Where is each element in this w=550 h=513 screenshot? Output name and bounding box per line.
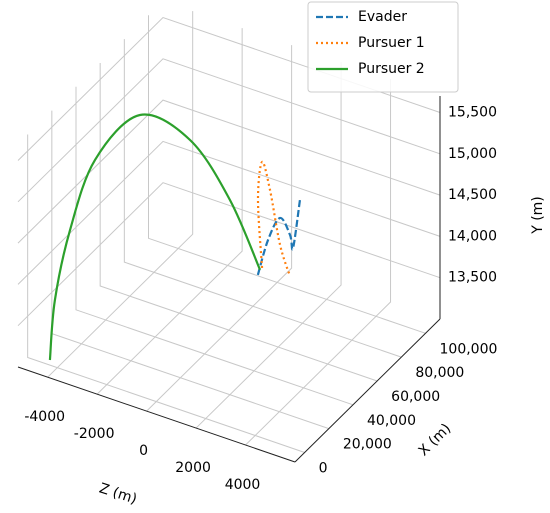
y-grid-line <box>17 140 441 285</box>
legend: Evader Pursuer 1 Pursuer 2 <box>307 1 459 93</box>
z-grid-line <box>96 28 243 395</box>
y-tick-label: 14,000 <box>448 228 497 244</box>
grid <box>17 11 441 453</box>
legend-label: Pursuer 1 <box>358 35 425 51</box>
x-grid-line <box>123 39 402 358</box>
y-tick-label: 15,500 <box>448 105 497 121</box>
z-tick-label: -4000 <box>24 409 65 425</box>
z-tick-label: 4000 <box>225 477 261 493</box>
axis-line <box>17 366 296 463</box>
x-grid-line <box>51 110 329 430</box>
x-tick-label: 100,000 <box>440 341 498 357</box>
z-grid-line <box>146 45 293 412</box>
legend-label: Evader <box>358 9 407 25</box>
x-tick-label: 80,000 <box>415 365 464 381</box>
x-axis-label: X (m) <box>416 421 455 460</box>
x-grid-line <box>75 86 354 406</box>
z-tick-label: 2000 <box>175 460 211 476</box>
y-tick-label: 13,500 <box>448 270 497 286</box>
x-tick-label: 0 <box>319 460 328 476</box>
y-grid-line <box>17 182 441 327</box>
z-axis-label: Z (m) <box>97 480 139 507</box>
trajectory <box>256 199 302 276</box>
y-tick-label: 15,000 <box>448 146 497 162</box>
y-tick-label: 14,500 <box>448 187 497 203</box>
x-tick-label: 20,000 <box>343 437 392 453</box>
x-tick-label: 60,000 <box>391 389 440 405</box>
z-grid-line <box>195 62 342 429</box>
y-grid-line <box>17 99 441 244</box>
z-tick-label: 0 <box>139 443 148 459</box>
trajectory <box>48 113 262 361</box>
legend-label: Pursuer 2 <box>358 61 425 77</box>
y-grid-line <box>17 58 441 203</box>
x-grid-line <box>27 134 305 453</box>
z-tick-label: -2000 <box>74 426 115 442</box>
y-axis-label: Y (m) <box>530 196 546 235</box>
x-grid-line <box>148 15 426 334</box>
z-grid-line <box>245 79 392 446</box>
x-tick-label: 40,000 <box>367 413 416 429</box>
x-grid-line <box>99 62 378 382</box>
z-grid-line <box>47 11 194 378</box>
axis-line <box>294 318 441 463</box>
